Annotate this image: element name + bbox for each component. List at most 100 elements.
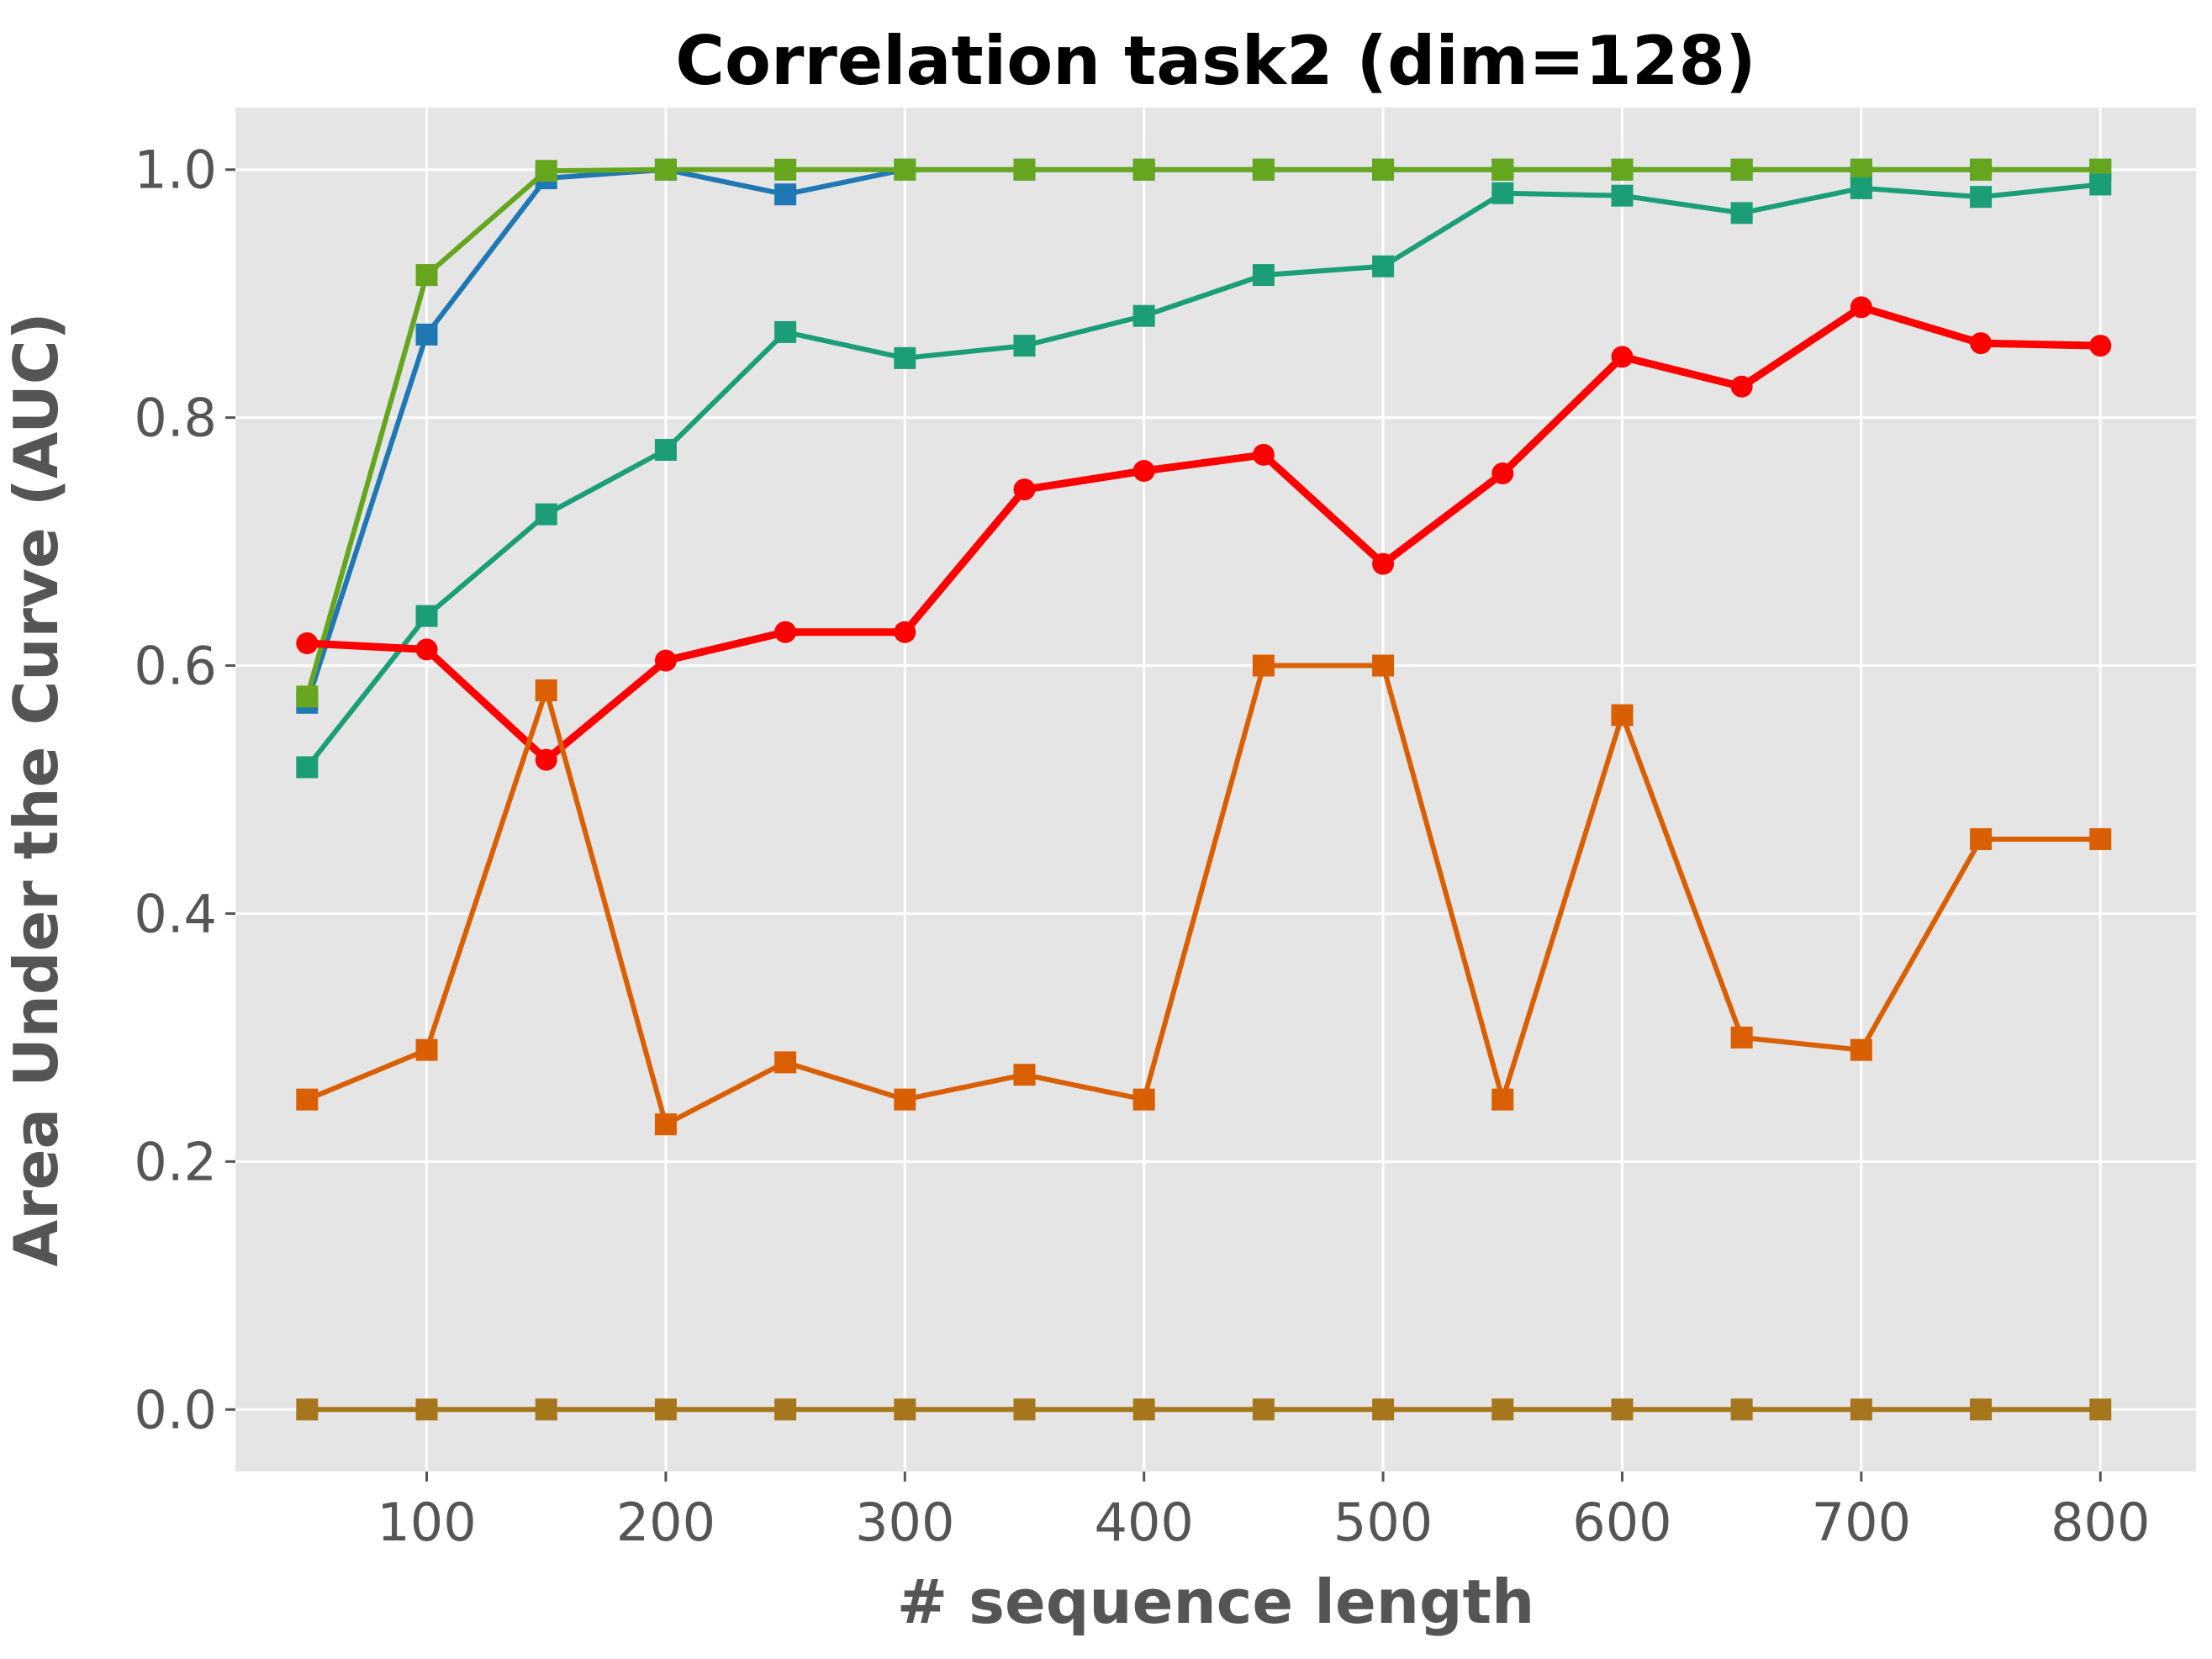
series-6-point: [654, 1398, 677, 1421]
series-3-point: [1013, 335, 1036, 357]
series-1-point: [415, 323, 438, 346]
series-4-point: [1013, 478, 1036, 501]
series-3-point: [1372, 255, 1395, 277]
series-6-point: [1013, 1398, 1036, 1421]
y-tick-label: 0.6: [134, 636, 217, 697]
series-4-point: [1491, 462, 1514, 484]
x-tick-label: 700: [1812, 1492, 1911, 1553]
series-3-point: [1252, 264, 1275, 287]
series-2-point: [1252, 158, 1275, 181]
series-3-point: [535, 503, 557, 526]
series-2-point: [1850, 158, 1872, 181]
series-3-line: [304, 182, 2104, 770]
y-tick-label: 0.4: [134, 883, 217, 944]
series-3-point: [654, 438, 677, 461]
x-axis-label: # sequence length: [897, 1567, 1535, 1637]
series-4-point: [1850, 296, 1872, 319]
series-3-point: [296, 756, 319, 779]
series-4-point: [654, 649, 677, 672]
series-5-point: [1730, 1026, 1753, 1049]
series-5-line: [304, 663, 2104, 1128]
series-4-point: [296, 632, 319, 655]
series-2-point: [535, 160, 557, 182]
chart-title: Correlation task2 (dim=128): [675, 22, 1755, 100]
series-6-point: [1611, 1398, 1634, 1421]
series-3-point: [774, 320, 797, 343]
series-2-point: [774, 158, 797, 181]
series-1-point: [774, 183, 797, 206]
series-4-point: [2089, 335, 2112, 357]
series-5-point: [296, 1088, 319, 1111]
series-2-point: [894, 158, 916, 181]
series-5-point: [1970, 827, 1993, 850]
series-4-point: [1132, 460, 1155, 483]
series-5-point: [1491, 1088, 1514, 1111]
series-layer: [296, 158, 2112, 1421]
plot-area: [235, 108, 2196, 1471]
series-4-line: [303, 303, 2104, 764]
x-tick-label: 200: [616, 1492, 715, 1553]
series-6-point: [1730, 1398, 1753, 1421]
x-tick-label: 800: [2051, 1492, 2150, 1553]
series-4-point: [1970, 332, 1993, 355]
series-5-point: [415, 1038, 438, 1061]
series-2-point: [415, 264, 438, 287]
series-5-point: [1850, 1038, 1872, 1061]
series-3-point: [1611, 184, 1634, 207]
series-3-point: [2089, 173, 2112, 196]
series-2-point: [1132, 158, 1155, 181]
x-tick-labels: 100 200 300 400 500 600 700 800: [377, 1471, 2150, 1553]
series-2-point: [1611, 158, 1634, 181]
y-tick-label: 0.2: [134, 1131, 217, 1192]
series-3-point: [1970, 186, 1993, 209]
series-3-point: [894, 346, 916, 369]
x-tick-label: 500: [1333, 1492, 1433, 1553]
series-5-point: [654, 1113, 677, 1136]
series-5-point: [1252, 654, 1275, 677]
series-2-point: [1491, 158, 1514, 181]
series-6-point: [774, 1398, 797, 1421]
series-2-point: [296, 685, 319, 708]
series-4-point: [894, 621, 916, 643]
series-4-point: [774, 621, 797, 643]
series-5-point: [1611, 704, 1634, 726]
y-tick-label: 1.0: [134, 140, 217, 201]
series-2-point: [1372, 158, 1395, 181]
series-5-point: [1132, 1088, 1155, 1111]
series-6-point: [296, 1398, 319, 1421]
series-4: [296, 296, 2112, 771]
x-tick-label: 300: [855, 1492, 954, 1553]
series-2-point: [654, 158, 677, 181]
series-2-point: [1013, 158, 1036, 181]
x-tick-label: 600: [1572, 1492, 1671, 1553]
series-5: [296, 654, 2112, 1136]
series-4-point: [535, 748, 557, 771]
series-4-point: [1372, 552, 1395, 575]
series-2-point: [1970, 158, 1993, 181]
series-6-point: [1132, 1398, 1155, 1421]
y-tick-label: 0.0: [134, 1379, 217, 1440]
y-axis-label: Area Under the Curve (AUC): [1, 312, 71, 1266]
series-6-point: [894, 1398, 916, 1421]
series-6-point: [1970, 1398, 1993, 1421]
series-6-point: [2089, 1398, 2112, 1421]
y-tick-labels: 0.0 0.2 0.4 0.6 0.8 1.0: [134, 140, 235, 1440]
series-2-line: [304, 166, 2104, 700]
y-tick-label: 0.8: [134, 388, 217, 449]
series-4-point: [1730, 375, 1753, 398]
series-4-point: [1611, 346, 1634, 368]
series-3: [296, 173, 2112, 779]
x-tick-label: 100: [377, 1492, 476, 1553]
series-3-point: [1850, 177, 1872, 199]
series-4-point: [1252, 443, 1275, 466]
series-5-point: [535, 679, 557, 702]
series-3-point: [1730, 202, 1753, 225]
series-3-point: [1491, 182, 1514, 204]
series-6-point: [1372, 1398, 1395, 1421]
series-5-point: [2089, 827, 2112, 850]
series-2-point: [1730, 158, 1753, 181]
series-3-point: [1132, 304, 1155, 327]
series-5-point: [894, 1088, 916, 1111]
series-3-point: [415, 605, 438, 627]
